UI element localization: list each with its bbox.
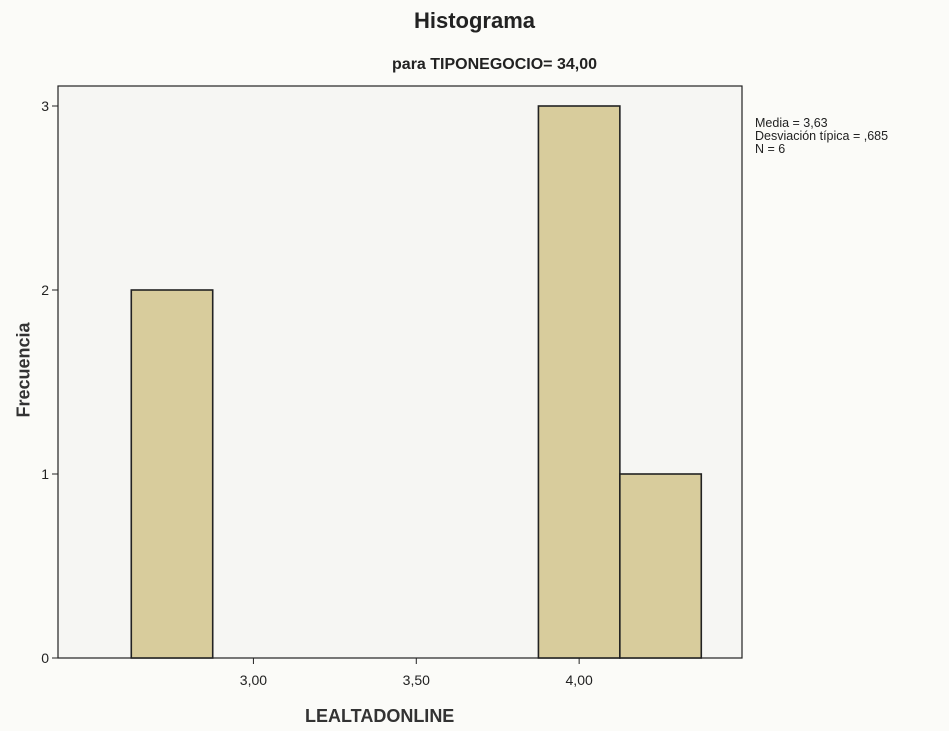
chart-subtitle: para TIPONEGOCIO= 34,00 <box>392 56 597 73</box>
y-tick-label-0: 0 <box>41 650 49 666</box>
chart-title: Histograma <box>413 8 536 33</box>
stat-std: Desviación típica = ,685 <box>755 129 889 143</box>
x-tick-label-0: 3,00 <box>240 672 267 688</box>
stats-box: Media = 3,63 Desviación típica = ,685 N … <box>755 117 888 156</box>
y-tick-label-3: 3 <box>41 98 49 114</box>
stat-mean: Media = 3,63 <box>755 116 828 130</box>
histogram-bar-1 <box>537 105 621 659</box>
x-axis-label: LEALTADONLINE <box>305 706 455 726</box>
histogram-bar-0 <box>130 289 214 659</box>
x-tick-label-1: 3,50 <box>403 672 430 688</box>
y-tick-label-2: 2 <box>41 282 49 298</box>
histogram-bar-2 <box>619 473 703 659</box>
y-axis-label: Frecuencia <box>13 322 34 418</box>
x-tick-label-2: 4,00 <box>566 672 593 688</box>
y-tick-label-1: 1 <box>41 466 49 482</box>
stat-n: N = 6 <box>755 142 786 156</box>
